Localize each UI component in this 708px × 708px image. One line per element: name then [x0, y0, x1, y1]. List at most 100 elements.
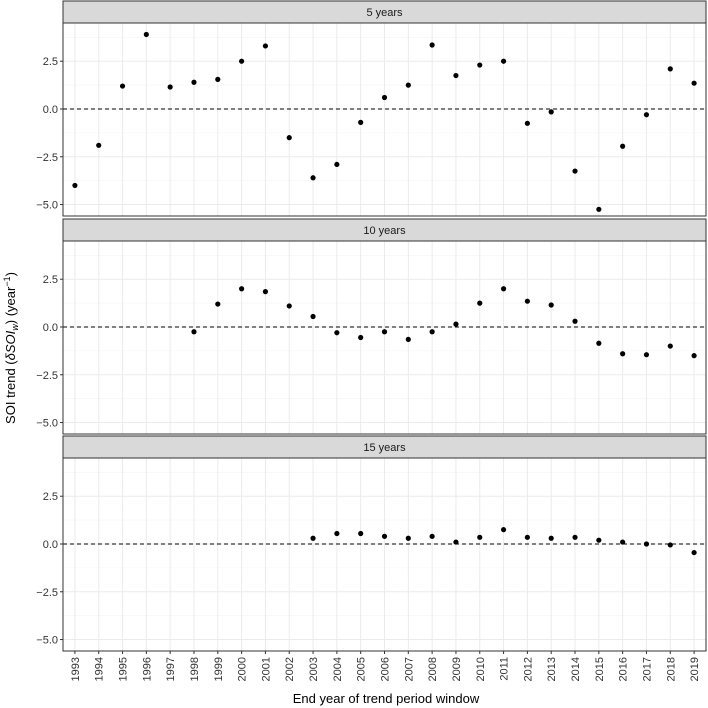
- data-point: [572, 534, 578, 540]
- y-tick-label: 0.0: [43, 322, 58, 334]
- facet-panel: 5 years −5.0 −2.5 0.0 2.5: [36, 0, 707, 217]
- data-point: [500, 527, 507, 533]
- data-point: [548, 109, 554, 115]
- data-point: [643, 112, 650, 118]
- data-point: [334, 161, 340, 168]
- data-point: [215, 301, 221, 307]
- x-tick-label: 2000: [237, 657, 249, 681]
- data-point: [667, 343, 673, 349]
- x-tick-label: 2019: [689, 657, 701, 681]
- data-point: [405, 535, 411, 541]
- facet-strip-label: 15 years: [363, 442, 406, 454]
- x-tick-label: 1999: [213, 657, 225, 681]
- y-tick-label: −5.0: [36, 418, 58, 430]
- x-tick-label: 2017: [641, 657, 653, 681]
- data-point: [524, 120, 530, 126]
- x-tick-label: 1995: [118, 657, 130, 681]
- panel-border: [62, 240, 707, 435]
- x-tick-label: 2016: [618, 657, 630, 681]
- facet-panel: 10 years −5.0 −2.5 0.0 2.5: [36, 218, 707, 435]
- data-point: [548, 302, 554, 308]
- data-point: [381, 94, 388, 101]
- x-tick-label: 1997: [165, 657, 177, 681]
- data-point: [405, 336, 411, 343]
- x-tick-label: 2007: [403, 657, 415, 681]
- y-tick-label: 2.5: [43, 491, 58, 503]
- data-point: [143, 31, 149, 38]
- data-point: [691, 549, 697, 556]
- data-point: [453, 72, 459, 79]
- data-point: [262, 289, 269, 295]
- x-tick-label: 2012: [522, 657, 534, 681]
- data-point: [191, 79, 197, 85]
- x-tick-label: 2015: [594, 657, 606, 681]
- data-point: [215, 76, 221, 82]
- panel-border: [62, 22, 707, 217]
- data-point: [620, 351, 626, 357]
- data-point: [429, 329, 435, 335]
- y-axis-title-unit: ) (year: [3, 286, 18, 324]
- x-tick-label: 1994: [94, 657, 106, 681]
- y-axis-title-exponent: −1: [2, 276, 12, 286]
- x-axis: 1993 1994 1995 1996 1997 1998 1999 2000 2001 2002…: [70, 651, 701, 681]
- data-point: [572, 318, 578, 324]
- y-axis-title-prefix: SOI trend (: [3, 360, 18, 424]
- x-tick-label: 2010: [475, 657, 487, 681]
- data-point: [596, 340, 602, 346]
- data-point: [191, 329, 197, 335]
- data-point: [310, 313, 316, 320]
- x-tick-label: 2006: [380, 657, 392, 681]
- data-point: [239, 58, 245, 64]
- data-point: [381, 533, 388, 539]
- data-point: [239, 286, 245, 292]
- x-tick-label: 2018: [665, 657, 677, 681]
- x-tick-label: 2004: [332, 657, 344, 681]
- facet-panel: 15 years −5.0 −2.5 0.0 2.5: [36, 435, 707, 652]
- data-point: [477, 62, 483, 68]
- x-tick-label: 2008: [427, 657, 439, 681]
- data-point: [643, 541, 650, 547]
- data-point: [596, 206, 602, 212]
- data-point: [286, 135, 292, 141]
- data-point: [358, 530, 364, 537]
- data-point: [477, 534, 483, 540]
- data-point: [596, 537, 602, 543]
- data-point: [405, 82, 411, 88]
- data-point: [286, 303, 292, 309]
- y-axis-title-delta: δ: [3, 352, 18, 360]
- data-point: [381, 329, 388, 335]
- x-tick-label: 2003: [308, 657, 320, 681]
- data-point: [500, 286, 507, 292]
- data-point: [667, 66, 673, 72]
- data-point: [119, 83, 126, 89]
- data-point: [358, 334, 364, 341]
- data-point: [453, 321, 459, 327]
- data-point: [620, 539, 626, 545]
- x-tick-label: 2013: [546, 657, 558, 681]
- y-axis-title-subscript: w: [10, 324, 20, 331]
- data-point: [72, 182, 78, 189]
- x-tick-label: 1998: [189, 657, 201, 681]
- data-point: [334, 530, 340, 537]
- y-axis-title-suffix: ): [3, 272, 18, 276]
- y-axis-title-soi: SOI: [3, 330, 18, 353]
- y-tick-label: 0.0: [43, 539, 58, 551]
- facet-strip-label: 5 years: [366, 7, 403, 19]
- x-tick-label: 2009: [451, 657, 463, 681]
- data-point: [620, 143, 626, 149]
- x-tick-label: 2001: [260, 657, 272, 681]
- data-point: [262, 43, 269, 49]
- data-point: [96, 142, 102, 148]
- data-point: [643, 352, 650, 358]
- data-point: [167, 84, 173, 90]
- x-tick-label: 1993: [70, 657, 82, 681]
- data-point: [477, 300, 483, 306]
- y-tick-label: −2.5: [36, 587, 58, 599]
- x-tick-label: 2014: [570, 657, 582, 681]
- data-point: [358, 119, 364, 125]
- x-tick-label: 2005: [356, 657, 368, 681]
- data-point: [310, 535, 316, 541]
- data-point: [429, 533, 435, 539]
- data-point: [429, 42, 435, 48]
